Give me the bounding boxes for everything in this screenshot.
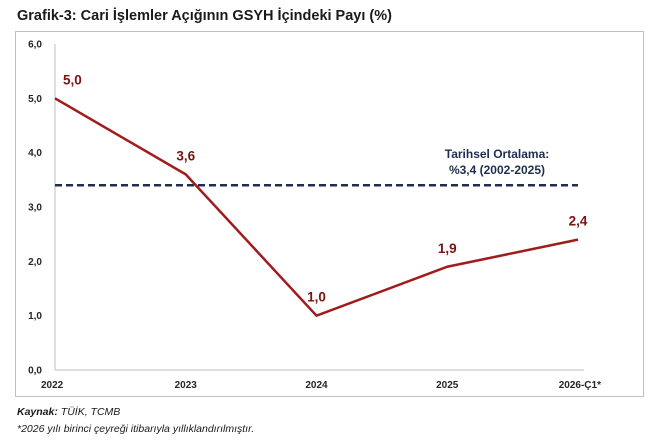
source-note: Kaynak: TÜİK, TCMB: [17, 406, 120, 418]
x-tick-label: 2023: [175, 380, 198, 391]
reference-line-label: Tarihsel Ortalama:: [445, 147, 549, 161]
x-tick-label: 2024: [305, 380, 328, 391]
x-tick-label: 2026-Ç1*: [559, 380, 601, 391]
data-label: 5,0: [63, 72, 82, 87]
data-label: 1,9: [438, 241, 457, 256]
data-label: 1,0: [307, 290, 326, 305]
data-labels-group: 5,0 3,6 1,0 1,9 2,4: [63, 72, 588, 304]
source-label: Kaynak:: [17, 406, 58, 418]
y-tick-label: 2,0: [28, 257, 42, 268]
data-label: 2,4: [569, 214, 588, 229]
footnote: *2026 yılı birinci çeyreği itibarıyla yı…: [17, 423, 255, 435]
y-tick-label: 1,0: [28, 311, 42, 322]
reference-line-value-label: %3,4 (2002-2025): [449, 163, 545, 177]
x-tick-label: 2025: [436, 380, 459, 391]
data-label: 3,6: [176, 148, 195, 163]
chart-frame: [15, 31, 644, 397]
x-tick-label: 2022: [41, 380, 64, 391]
y-tick-label: 5,0: [28, 94, 42, 105]
source-text: TÜİK, TCMB: [57, 406, 121, 418]
y-tick-label: 3,0: [28, 203, 42, 214]
series-line: [54, 97, 579, 318]
y-tick-label: 6,0: [28, 40, 42, 51]
y-tick-label: 4,0: [28, 148, 42, 159]
series-group: [54, 97, 579, 318]
reference-line-group: Tarihsel Ortalama: %3,4 (2002-2025): [55, 147, 578, 187]
chart-axes: 0,0 1,0 2,0 3,0 4,0 5,0 6,0 2022 2023 2024 2025 202…: [28, 40, 601, 392]
y-tick-label: 0,0: [28, 366, 42, 377]
chart-title: Grafik-3: Cari İşlemler Açığının GSYH İç…: [17, 8, 392, 24]
